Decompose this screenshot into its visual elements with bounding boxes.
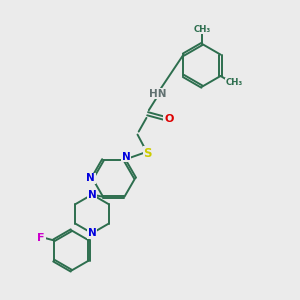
Text: HN: HN [149,88,166,98]
Text: F: F [38,233,45,243]
Text: N: N [88,190,96,200]
Text: N: N [122,152,130,162]
Text: CH₃: CH₃ [194,25,211,34]
Text: CH₃: CH₃ [225,78,243,87]
Text: N: N [86,173,95,183]
Text: S: S [143,147,152,160]
Text: O: O [164,114,173,124]
Text: N: N [88,228,96,238]
